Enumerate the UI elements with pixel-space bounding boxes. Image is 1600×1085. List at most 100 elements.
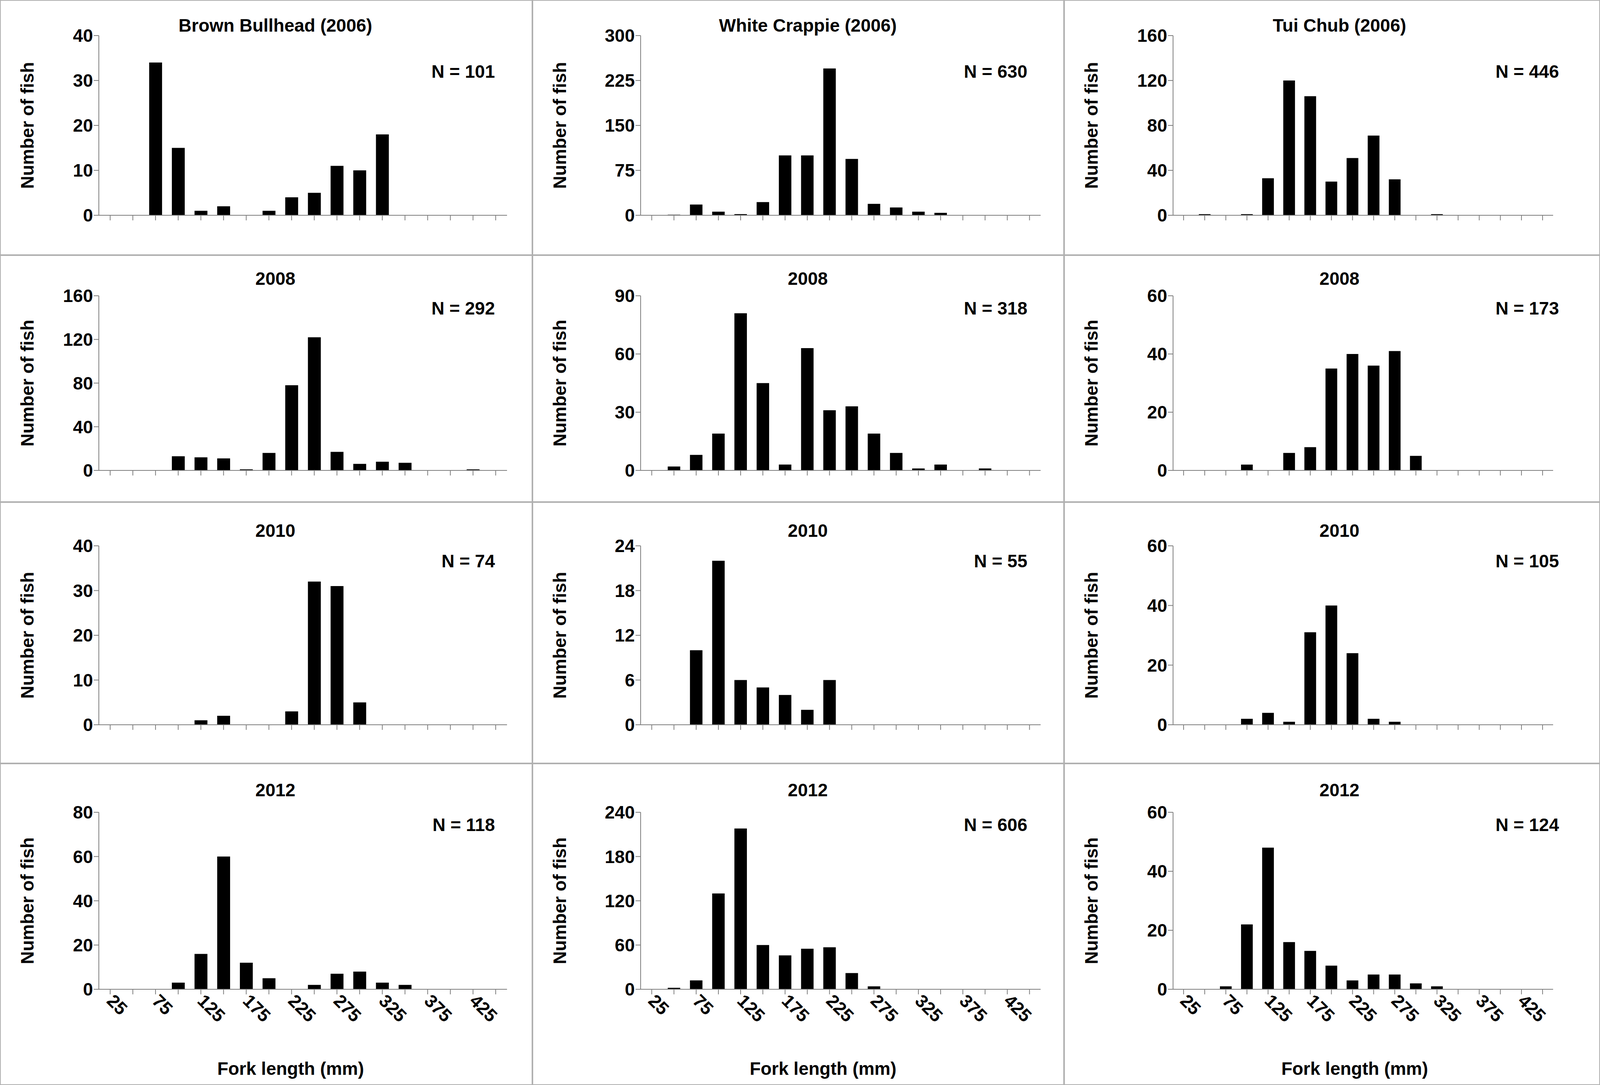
- svg-text:0: 0: [1157, 205, 1168, 226]
- svg-text:20: 20: [1147, 919, 1168, 941]
- svg-text:N = 105: N = 105: [1495, 550, 1559, 572]
- svg-text:75: 75: [614, 160, 635, 181]
- svg-text:175: 175: [239, 990, 275, 1026]
- svg-text:120: 120: [62, 329, 93, 350]
- svg-text:0: 0: [82, 978, 93, 1000]
- svg-text:N = 292: N = 292: [431, 298, 495, 319]
- svg-text:25: 25: [1176, 990, 1206, 1019]
- svg-text:Number of fish: Number of fish: [549, 837, 570, 965]
- svg-text:120: 120: [1137, 70, 1168, 91]
- svg-text:225: 225: [1345, 990, 1381, 1026]
- svg-text:60: 60: [1147, 801, 1168, 823]
- svg-text:125: 125: [1260, 990, 1297, 1026]
- svg-text:160: 160: [1137, 25, 1168, 46]
- svg-text:30: 30: [614, 401, 635, 423]
- svg-text:325: 325: [1429, 990, 1466, 1026]
- svg-text:2008: 2008: [1319, 268, 1360, 289]
- svg-text:90: 90: [614, 285, 635, 306]
- svg-text:6: 6: [624, 669, 635, 691]
- svg-text:0: 0: [624, 205, 635, 226]
- svg-text:18: 18: [614, 580, 635, 601]
- svg-text:40: 40: [1147, 343, 1168, 365]
- svg-text:425: 425: [465, 990, 502, 1026]
- svg-text:425: 425: [1514, 990, 1550, 1026]
- svg-text:30: 30: [73, 580, 93, 601]
- svg-text:425: 425: [1000, 990, 1036, 1026]
- svg-text:10: 10: [73, 669, 93, 691]
- svg-text:2012: 2012: [787, 779, 828, 800]
- svg-text:375: 375: [955, 990, 992, 1026]
- svg-text:80: 80: [73, 801, 93, 823]
- svg-text:20: 20: [73, 934, 93, 956]
- svg-text:2012: 2012: [1319, 779, 1360, 800]
- svg-text:20: 20: [73, 115, 93, 136]
- svg-text:40: 40: [1147, 160, 1168, 181]
- svg-text:Number of fish: Number of fish: [17, 571, 38, 699]
- svg-text:125: 125: [733, 990, 770, 1026]
- svg-text:2008: 2008: [255, 268, 296, 289]
- svg-text:40: 40: [73, 416, 93, 438]
- svg-text:75: 75: [689, 990, 718, 1019]
- svg-text:60: 60: [614, 343, 635, 365]
- svg-text:0: 0: [1157, 714, 1168, 735]
- svg-text:2008: 2008: [787, 268, 828, 289]
- svg-text:150: 150: [604, 115, 635, 136]
- svg-text:180: 180: [604, 846, 635, 867]
- svg-text:N = 118: N = 118: [432, 814, 495, 835]
- svg-text:75: 75: [1218, 990, 1248, 1019]
- svg-text:40: 40: [73, 25, 93, 46]
- svg-text:325: 325: [375, 990, 411, 1026]
- svg-text:24: 24: [614, 535, 636, 556]
- svg-text:225: 225: [604, 70, 635, 91]
- svg-text:225: 225: [284, 990, 320, 1026]
- svg-text:2010: 2010: [255, 520, 296, 541]
- svg-text:Fork length (mm): Fork length (mm): [749, 1058, 897, 1079]
- svg-text:10: 10: [73, 160, 93, 181]
- svg-text:300: 300: [604, 25, 635, 46]
- svg-text:20: 20: [1147, 655, 1168, 676]
- svg-text:240: 240: [604, 801, 635, 823]
- svg-text:125: 125: [193, 990, 230, 1026]
- svg-text:Number of fish: Number of fish: [549, 62, 570, 190]
- svg-text:175: 175: [1303, 990, 1339, 1026]
- svg-text:0: 0: [624, 714, 635, 735]
- svg-text:Number of fish: Number of fish: [1081, 837, 1102, 965]
- svg-text:N = 630: N = 630: [964, 61, 1028, 82]
- svg-text:N = 173: N = 173: [1495, 298, 1559, 319]
- svg-text:2010: 2010: [787, 520, 828, 541]
- svg-text:160: 160: [62, 285, 93, 306]
- svg-text:0: 0: [1157, 460, 1168, 481]
- svg-text:275: 275: [329, 990, 366, 1026]
- svg-text:2010: 2010: [1319, 520, 1360, 541]
- svg-text:60: 60: [73, 846, 93, 867]
- svg-text:0: 0: [624, 978, 635, 1000]
- svg-text:Fork length (mm): Fork length (mm): [217, 1058, 365, 1079]
- svg-text:40: 40: [73, 535, 93, 556]
- svg-text:N = 101: N = 101: [431, 61, 495, 82]
- svg-text:60: 60: [1147, 285, 1168, 306]
- svg-text:0: 0: [624, 460, 635, 481]
- svg-text:N = 446: N = 446: [1495, 61, 1559, 82]
- svg-text:75: 75: [148, 990, 177, 1019]
- svg-text:N = 318: N = 318: [964, 298, 1028, 319]
- svg-text:80: 80: [1147, 115, 1168, 136]
- svg-text:30: 30: [73, 70, 93, 91]
- svg-text:N = 74: N = 74: [441, 550, 495, 572]
- svg-text:25: 25: [644, 990, 674, 1019]
- svg-text:40: 40: [1147, 595, 1168, 616]
- svg-text:0: 0: [82, 714, 93, 735]
- svg-text:Number of fish: Number of fish: [17, 837, 38, 965]
- svg-text:325: 325: [911, 990, 947, 1026]
- svg-text:Number of fish: Number of fish: [549, 571, 570, 699]
- svg-text:375: 375: [420, 990, 456, 1026]
- svg-text:Number of fish: Number of fish: [1081, 319, 1102, 447]
- svg-text:N = 124: N = 124: [1495, 814, 1560, 835]
- svg-text:Number of fish: Number of fish: [1081, 571, 1102, 699]
- svg-text:275: 275: [866, 990, 903, 1026]
- svg-text:0: 0: [82, 205, 93, 226]
- svg-text:N = 55: N = 55: [973, 550, 1028, 572]
- svg-text:White Crappie (2006): White Crappie (2006): [719, 15, 897, 36]
- svg-text:Tui Chub (2006): Tui Chub (2006): [1272, 15, 1407, 36]
- svg-text:60: 60: [1147, 535, 1168, 556]
- svg-text:225: 225: [822, 990, 858, 1026]
